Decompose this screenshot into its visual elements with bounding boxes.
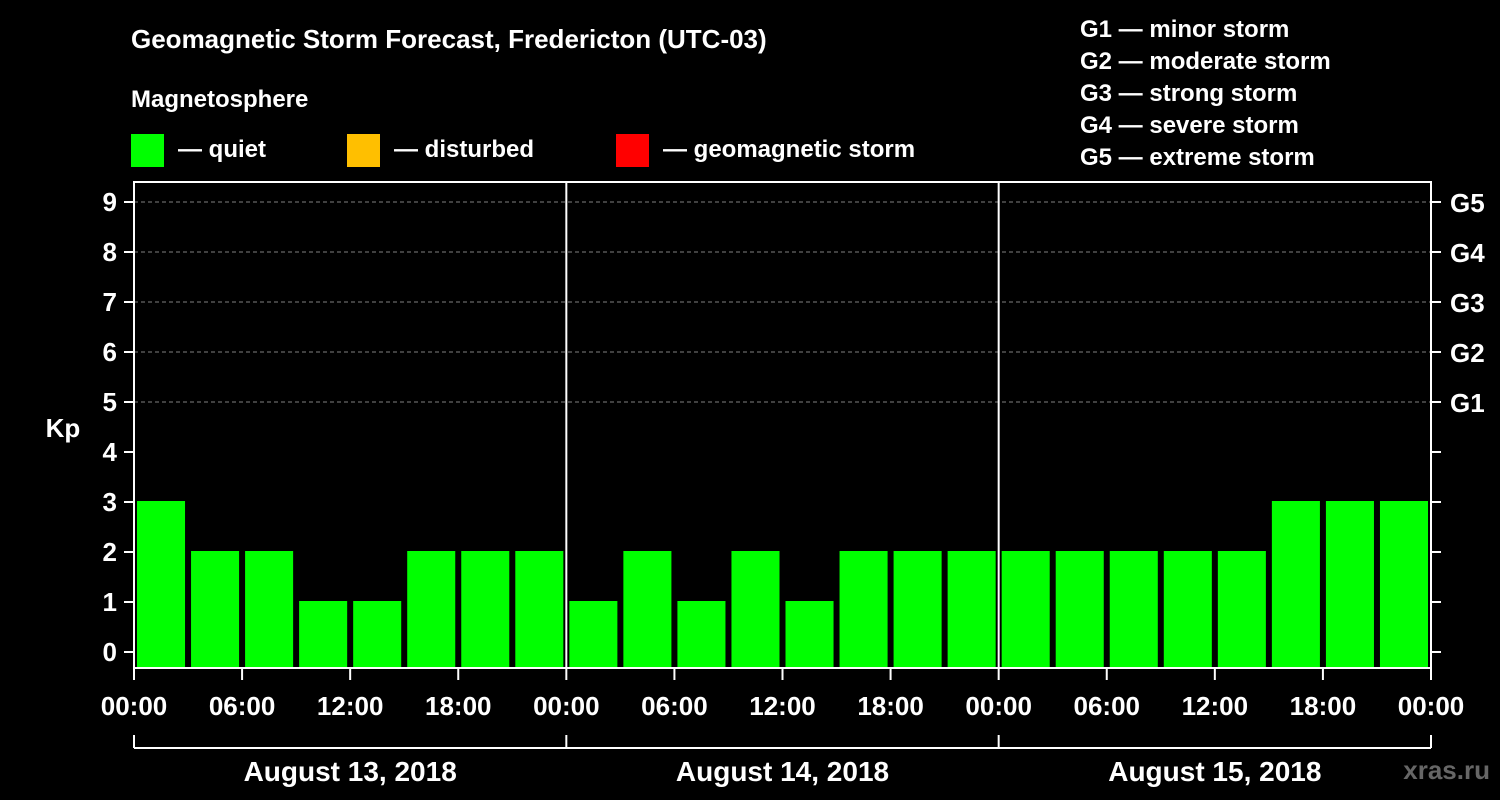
- kp-bar: [407, 551, 456, 668]
- chart-title: Geomagnetic Storm Forecast, Fredericton …: [131, 24, 767, 54]
- legend-disturbed-label: — disturbed: [394, 136, 535, 163]
- y-tick-label: 3: [103, 487, 117, 517]
- kp-bar: [461, 551, 510, 668]
- x-tick-label: 12:00: [749, 691, 816, 721]
- kp-bar: [839, 551, 888, 668]
- watermark: xras.ru: [1403, 755, 1490, 785]
- kp-bar: [1163, 551, 1212, 668]
- y-axis-label: Kp: [46, 413, 81, 443]
- x-tick-label: 12:00: [317, 691, 384, 721]
- kp-bar: [623, 551, 672, 668]
- y-tick-label: 7: [103, 287, 117, 317]
- x-tick-label: 00:00: [1398, 691, 1465, 721]
- kp-bar: [245, 551, 294, 668]
- kp-bar: [947, 551, 996, 668]
- kp-bar: [893, 551, 942, 668]
- kp-bar: [1109, 551, 1158, 668]
- legend-disturbed: — disturbed: [347, 133, 534, 167]
- x-tick-label: 00:00: [101, 691, 168, 721]
- y-tick-label: 2: [103, 537, 117, 567]
- legend-storm-label: — geomagnetic storm: [663, 136, 916, 163]
- kp-bar: [191, 551, 240, 668]
- x-tick-label: 06:00: [1074, 691, 1141, 721]
- kp-bar: [1325, 501, 1374, 668]
- kp-bar: [1001, 551, 1050, 668]
- g-scale-label: G2: [1450, 338, 1485, 368]
- g-scale-label: G3: [1450, 288, 1485, 318]
- legend-quiet: — quiet: [131, 133, 266, 167]
- y-tick-label: 4: [103, 437, 118, 467]
- storm-level-list: G1 — minor storm G2 — moderate storm G3 …: [1080, 14, 1331, 174]
- y-tick-label: 8: [103, 237, 117, 267]
- kp-bar: [137, 501, 186, 668]
- disturbed-swatch: [347, 133, 380, 167]
- kp-bar: [299, 601, 348, 668]
- y-tick-label: 1: [103, 587, 117, 617]
- kp-bar: [1217, 551, 1266, 668]
- x-tick-label: 00:00: [965, 691, 1032, 721]
- kp-bar: [785, 601, 834, 668]
- x-tick-label: 06:00: [209, 691, 276, 721]
- legend-storm: — geomagnetic storm: [616, 133, 915, 167]
- day-label: August 14, 2018: [676, 756, 889, 787]
- kp-bar: [515, 551, 564, 668]
- y-tick-label: 9: [103, 187, 117, 217]
- y-tick-label: 0: [103, 637, 117, 667]
- g-scale-label: G1: [1450, 388, 1485, 418]
- storm-level-g2: G2 — moderate storm: [1080, 48, 1331, 75]
- storm-level-g3: G3 — strong storm: [1080, 80, 1298, 107]
- x-tick-label: 18:00: [1290, 691, 1357, 721]
- y-tick-label: 5: [103, 387, 117, 417]
- storm-level-g1: G1 — minor storm: [1080, 16, 1290, 43]
- x-tick-label: 12:00: [1182, 691, 1249, 721]
- storm-level-g5: G5 — extreme storm: [1080, 144, 1315, 171]
- kp-bar: [569, 601, 618, 668]
- kp-bar: [353, 601, 402, 668]
- legend-quiet-label: — quiet: [178, 136, 266, 163]
- legend-title: Magnetosphere: [131, 86, 309, 113]
- g-scale-label: G4: [1450, 238, 1485, 268]
- kp-bar: [1379, 501, 1428, 668]
- kp-bar: [677, 601, 726, 668]
- day-label: August 15, 2018: [1108, 756, 1321, 787]
- y-tick-label: 6: [103, 337, 117, 367]
- quiet-swatch: [131, 133, 164, 167]
- x-tick-label: 06:00: [641, 691, 708, 721]
- kp-bar: [1271, 501, 1320, 668]
- x-tick-label: 18:00: [857, 691, 924, 721]
- x-tick-label: 18:00: [425, 691, 492, 721]
- kp-bar: [1055, 551, 1104, 668]
- x-tick-label: 00:00: [533, 691, 600, 721]
- day-label: August 13, 2018: [244, 756, 457, 787]
- g-scale-label: G5: [1450, 188, 1485, 218]
- storm-swatch: [616, 133, 649, 167]
- storm-level-g4: G4 — severe storm: [1080, 112, 1299, 139]
- kp-bar: [731, 551, 780, 668]
